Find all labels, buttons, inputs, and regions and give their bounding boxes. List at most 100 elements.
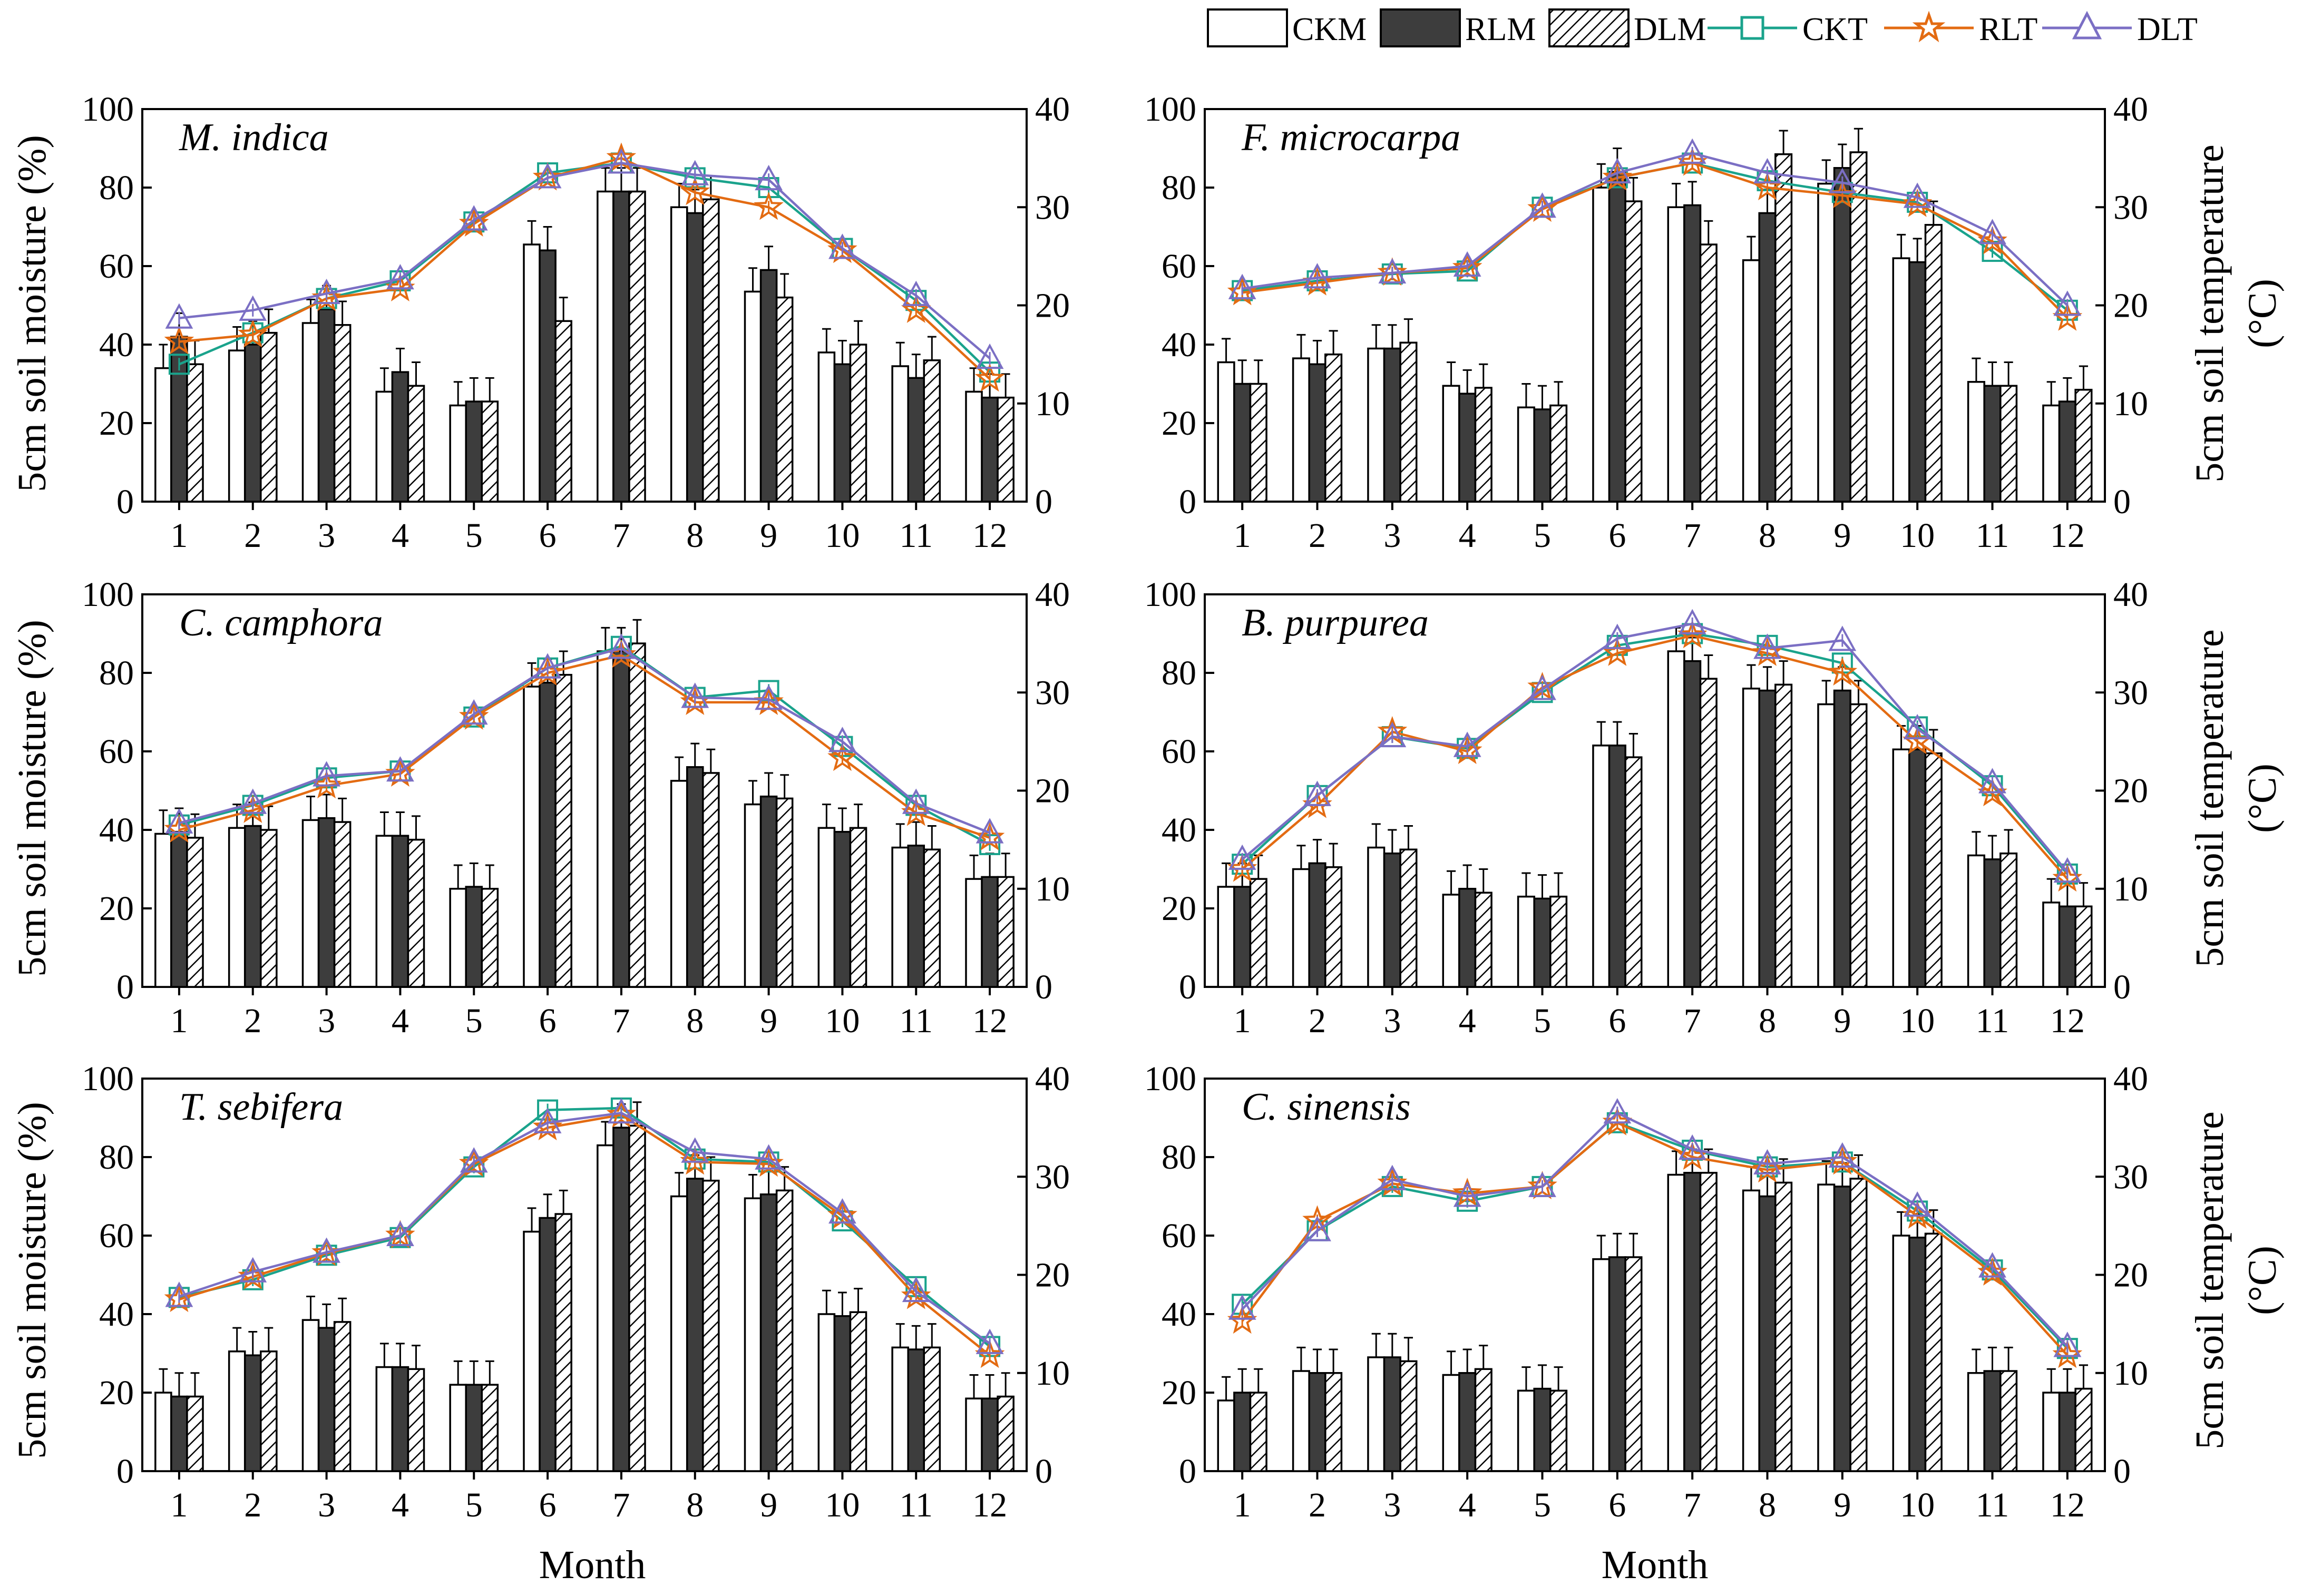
y-right-tick-label: 40	[1035, 1060, 1070, 1098]
y-left-tick-label: 0	[116, 1452, 134, 1491]
point-dlt	[386, 756, 414, 782]
x-tick-label: 12	[972, 1486, 1007, 1524]
bar-rlm	[243, 825, 262, 988]
point-rlt	[606, 1099, 637, 1128]
bar-rlm	[1608, 171, 1626, 503]
x-tick-label: 9	[760, 1002, 777, 1040]
bar-rlm	[1308, 1372, 1326, 1472]
point-dlt	[1828, 168, 1857, 193]
point-dlt	[2053, 857, 2082, 883]
bar-dlm	[1624, 756, 1643, 988]
bar-ckm	[375, 1366, 394, 1472]
bar-rlm	[539, 249, 557, 503]
x-tick-label: 11	[899, 516, 933, 555]
panel-title: T. sebifera	[179, 1085, 343, 1129]
x-tick-label: 8	[1759, 516, 1776, 555]
x-tick-label: 7	[612, 1486, 630, 1524]
x-tick-label: 4	[392, 1486, 409, 1524]
x-tick-label: 3	[1383, 1486, 1401, 1524]
y-left-tick-label: 0	[1179, 483, 1196, 521]
x-tick-label: 8	[1759, 1002, 1776, 1040]
point-dlt	[165, 808, 193, 834]
legend-label-rlm: RLM	[1465, 12, 1536, 47]
bar-dlm	[1774, 1181, 1793, 1472]
bar-dlm	[2074, 905, 2093, 988]
line-rlt	[1241, 1121, 2069, 1356]
bar-dlm	[702, 1179, 720, 1472]
bar-dlm	[1399, 341, 1418, 503]
bar-rlm	[170, 830, 188, 988]
bar-rlm	[833, 1315, 852, 1472]
bar-rlm	[1458, 393, 1477, 503]
right-axis-labels: 5cm soil temperature (°C) 5cm soil tempe…	[2188, 144, 2285, 1450]
x-tick-label: 2	[1309, 1002, 1326, 1040]
bar-dlm	[1774, 153, 1793, 503]
point-dlt	[1228, 1294, 1256, 1320]
bar-dlm	[1249, 878, 1267, 988]
bar-ckm	[965, 390, 983, 503]
bar-ckm	[523, 243, 541, 503]
bar-dlm	[554, 673, 572, 988]
x-tick-label: 4	[392, 516, 409, 555]
point-rlt	[459, 1148, 489, 1177]
point-dlt	[607, 633, 636, 659]
bar-rlm	[1383, 1356, 1401, 1472]
bar-rlm	[1983, 1370, 2002, 1472]
bar-ckm	[965, 1397, 983, 1472]
x-tick-label: 10	[1900, 1002, 1935, 1040]
bar-dlm	[1699, 1172, 1718, 1472]
line-ckt	[179, 645, 991, 846]
bar-rlm	[907, 1348, 925, 1472]
bar-dlm	[628, 642, 646, 988]
point-rlt	[1602, 638, 1633, 666]
point-dlt	[1978, 768, 2006, 794]
bar-rlm	[1983, 858, 2002, 988]
bar-dlm	[1849, 1178, 1868, 1472]
legend-item-ckt: CKT	[1708, 12, 1868, 47]
y-right-tick-label: 10	[2113, 1354, 2148, 1393]
x-tick-label: 7	[1684, 1486, 1701, 1524]
x-tick-label: 9	[1833, 1002, 1851, 1040]
y-right-tick-label: 10	[1035, 1354, 1070, 1393]
bar-dlm	[1249, 1392, 1267, 1472]
point-rlt	[1827, 657, 1858, 686]
point-dlt	[1603, 623, 1632, 649]
point-dlt	[1903, 713, 1932, 740]
legend: CKM RLM DLM CKT RLT DLT	[1207, 8, 2198, 47]
x-tick-label: 1	[170, 1486, 188, 1524]
bar-ckm	[1217, 361, 1235, 503]
y-left-tick-label: 60	[1162, 247, 1196, 286]
legend-label-rlt: RLT	[1979, 12, 2037, 47]
bar-dlm	[1999, 385, 2018, 503]
point-dlt	[828, 1198, 856, 1224]
point-dlt	[460, 699, 488, 725]
x-tick-label: 2	[244, 516, 261, 555]
bar-ckm	[1442, 385, 1460, 503]
y-left-tick-label: 20	[99, 889, 134, 928]
bar-dlm	[2074, 388, 2093, 503]
x-tick-label: 2	[244, 1002, 261, 1040]
bar-rlm	[243, 1354, 262, 1472]
point-dlt	[902, 1276, 930, 1303]
bar-rlm	[1233, 383, 1252, 503]
bar-dlm	[186, 1395, 204, 1472]
point-dlt	[1378, 721, 1407, 748]
point-dlt	[1903, 182, 1932, 208]
y-left-tick-label: 80	[99, 1138, 134, 1177]
bar-rlm	[907, 377, 925, 503]
y-left-tick-label: 40	[99, 1295, 134, 1334]
y-right-tick-label: 0	[2113, 968, 2131, 1006]
bar-ckm	[1742, 1189, 1760, 1472]
bar-dlm	[849, 827, 867, 988]
x-tick-label: 12	[972, 1002, 1007, 1040]
bar-rlm	[981, 876, 999, 988]
bar-dlm	[407, 1368, 425, 1472]
bar-rlm	[981, 396, 999, 503]
bar-ckm	[744, 290, 762, 503]
bar-ckm	[1742, 688, 1760, 988]
bar-rlm	[1608, 1256, 1626, 1472]
ylabel-right-row1-line2: (°C)	[2240, 279, 2285, 348]
x-tick-label: 6	[539, 516, 557, 555]
x-tick-label: 7	[1684, 516, 1701, 555]
